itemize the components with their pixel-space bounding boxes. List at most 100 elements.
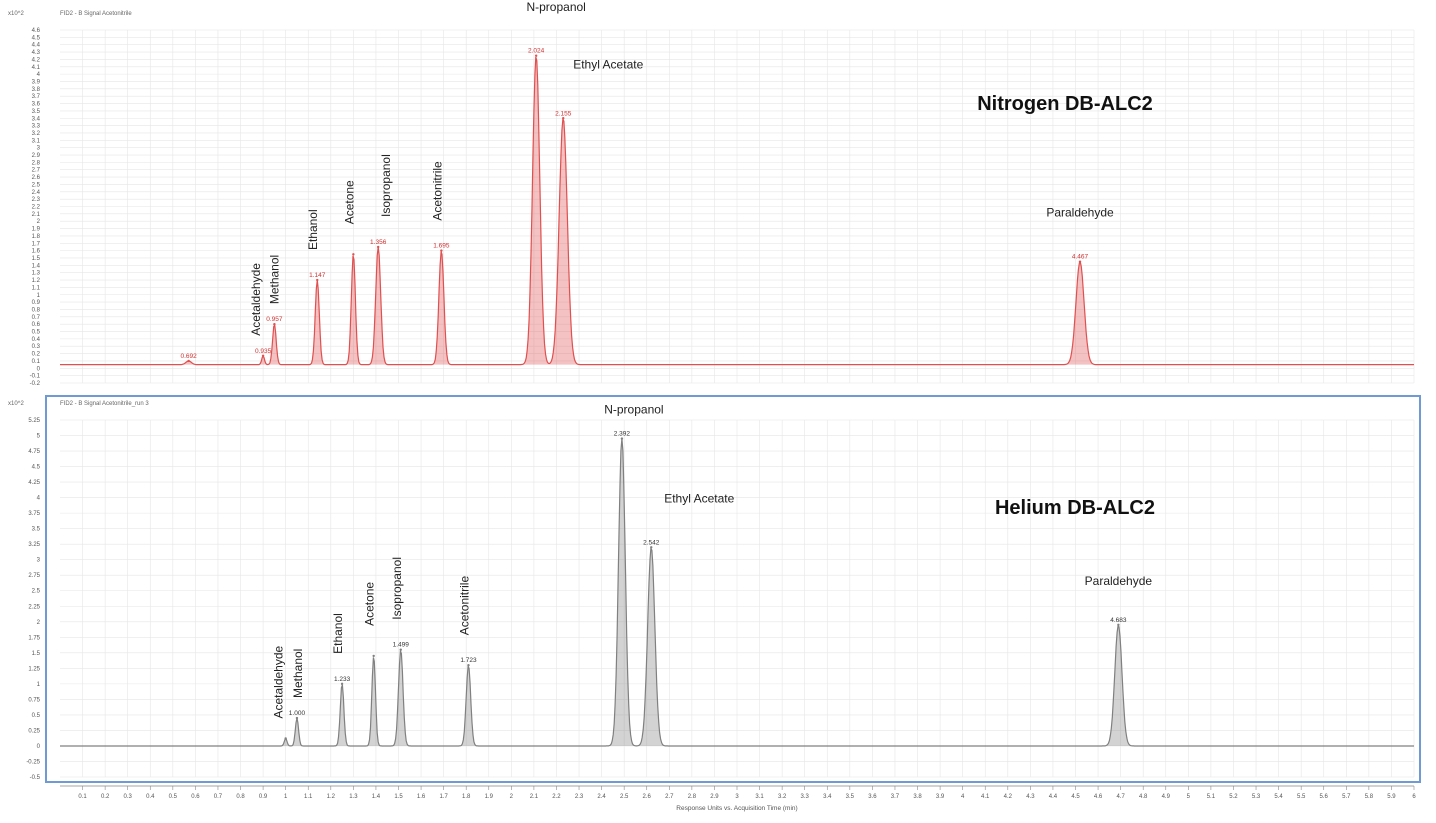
y-tick-label: 4 — [37, 496, 41, 502]
x-tick-label: 5.1 — [1207, 794, 1216, 800]
y-tick-label: 3.5 — [32, 109, 41, 115]
x-tick-label: 3.7 — [891, 794, 900, 800]
peak-apex-1 — [261, 354, 265, 357]
y-tick-label: 0.8 — [32, 307, 41, 313]
y-tick-label: 1.5 — [32, 651, 41, 657]
x-tick-label: 5.5 — [1297, 794, 1306, 800]
y-tick-label: -0.1 — [30, 374, 41, 380]
peak-rt-label: 1.147 — [309, 272, 326, 279]
y-tick-label: 0.3 — [32, 344, 41, 350]
y-tick-label: 0.2 — [32, 352, 41, 358]
x-tick-label: 0.2 — [101, 794, 110, 800]
x-tick-label: 4.7 — [1116, 794, 1125, 800]
y-tick-label: 3.7 — [32, 94, 41, 100]
y-tick-label: 1 — [37, 682, 41, 688]
y-tick-label: 3.1 — [32, 138, 41, 144]
y-tick-label: 0.6 — [32, 322, 41, 328]
x-tick-label: 4.5 — [1071, 794, 1080, 800]
y-tick-label: 3.4 — [32, 116, 41, 122]
x-tick-label: 4.4 — [1049, 794, 1058, 800]
scale-label: x10^2 — [8, 11, 24, 17]
y-tick-label: 2.25 — [28, 604, 40, 610]
y-tick-label: 2.4 — [32, 190, 41, 196]
compound-label: Acetonitrile — [457, 576, 471, 636]
y-tick-label: 4.4 — [32, 43, 41, 49]
y-tick-label: 0 — [37, 744, 41, 750]
y-tick-label: 3.8 — [32, 87, 41, 93]
compound-label: Acetaldehyde — [272, 645, 286, 718]
y-tick-label: 2.5 — [32, 589, 41, 595]
nitrogen-chromatogram-panel: x10^2 FID2 - B Signal Acetonitrile 4.64.5 4… — [8, 0, 1420, 388]
peak-rt-label: 1.356 — [370, 239, 387, 246]
y-tick-label: 1 — [37, 293, 41, 299]
y-tick-label: 4.6 — [32, 28, 41, 34]
peak-rt-label: 4.467 — [1072, 254, 1089, 261]
x-tick-label: 2 — [510, 794, 514, 800]
x-tick-label: 3.9 — [936, 794, 945, 800]
compound-label: Methanol — [267, 255, 281, 304]
compound-label: Ethyl Acetate — [664, 491, 734, 505]
x-tick-label: 1.9 — [485, 794, 494, 800]
y-tick-label: 0.5 — [32, 330, 41, 336]
y-tick-label: 2.7 — [32, 168, 41, 174]
y-tick-label: 3.3 — [32, 124, 41, 130]
x-tick-label: 0.9 — [259, 794, 268, 800]
x-tick-label: 1.8 — [462, 794, 471, 800]
peak-apex-7 — [534, 54, 538, 57]
peak-apex-8 — [562, 117, 565, 120]
x-axis-title: Response Units vs. Acquisition Time (min… — [676, 805, 797, 812]
compound-label: Ethanol — [331, 613, 345, 654]
compound-label: Isopropanol — [379, 154, 393, 217]
compound-label: Acetone — [342, 180, 356, 224]
y-tick-label: 4.3 — [32, 50, 41, 56]
x-tick-label: 2.7 — [665, 794, 674, 800]
peak-apex-0 — [284, 737, 287, 740]
compound-label: N-propanol — [526, 0, 585, 14]
peak-apex-5 — [467, 664, 470, 667]
y-tick-label: 1.2 — [32, 278, 41, 284]
compound-label: Ethanol — [306, 209, 320, 250]
x-tick-label: 2.4 — [597, 794, 606, 800]
y-tick-label: 0.7 — [32, 315, 41, 321]
x-tick-label: 0.1 — [78, 794, 87, 800]
y-tick-label: 1.7 — [32, 241, 41, 247]
x-tick-label: 0.5 — [169, 794, 178, 800]
grid-lines — [60, 419, 1415, 778]
x-tick-label: 0.4 — [146, 794, 155, 800]
peak-apex-9 — [1078, 260, 1082, 263]
peak-apex-1 — [295, 716, 299, 720]
panel-title: Nitrogen DB-ALC2 — [977, 93, 1153, 115]
y-tick-label: 2.5 — [32, 182, 41, 188]
trace-header: FID2 - B Signal Acetonitrile_run 3 — [60, 401, 149, 407]
x-tick-label: 2.9 — [710, 794, 719, 800]
peak-apex-2 — [273, 322, 276, 326]
x-tick-label: 5.9 — [1387, 794, 1396, 800]
compound-label: Acetaldehyde — [249, 263, 263, 336]
panel-frame — [45, 395, 1421, 783]
trace-line — [60, 56, 1414, 366]
x-tick-label: 1.3 — [349, 794, 358, 800]
x-tick-label: 2.1 — [530, 794, 539, 800]
y-tick-label: 3.2 — [32, 131, 41, 137]
peak-rt-label: 0.957 — [266, 316, 283, 323]
x-tick-label: 1.1 — [304, 794, 313, 800]
peak-apex-0 — [187, 359, 190, 363]
x-tick-label: 5.6 — [1320, 794, 1329, 800]
y-tick-label: 0.25 — [28, 728, 40, 734]
y-tick-label: 4 — [37, 72, 41, 78]
peak-apex-4 — [352, 253, 355, 256]
peak-apex-3 — [372, 654, 375, 658]
x-tick-label: 3.3 — [801, 794, 810, 800]
y-tick-label: 2.75 — [28, 573, 40, 579]
y-tick-label: 1.5 — [32, 256, 41, 262]
y-tick-label: 1.1 — [32, 285, 41, 291]
y-tick-label: 4.2 — [32, 57, 41, 63]
x-tick-label: 5 — [1187, 794, 1191, 800]
x-tick-label: 1.5 — [394, 794, 403, 800]
y-tick-label: 3.9 — [32, 79, 41, 85]
y-tick-label: 0.1 — [32, 359, 41, 365]
peak-rt-label: 2.155 — [555, 110, 572, 117]
x-tick-label: 4.2 — [1004, 794, 1013, 800]
compound-label: Paraldehyde — [1085, 574, 1153, 588]
